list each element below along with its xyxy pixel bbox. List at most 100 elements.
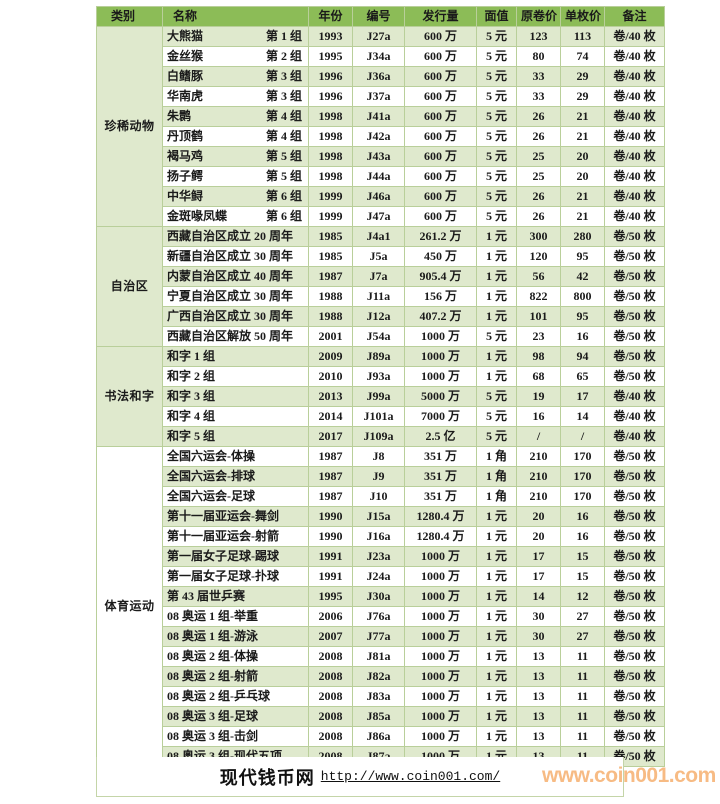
cell-face-value: 1 元 (476, 226, 517, 247)
cell-roll-price: 822 (516, 286, 561, 307)
cell-unit-price: 21 (560, 126, 605, 147)
cell-issue-count: 1000 万 (404, 586, 477, 607)
coin-name-label: 西藏自治区成立 20 周年 (167, 229, 294, 243)
cell-code: J24a (352, 566, 405, 587)
coin-name-label: 内蒙自治区成立 40 周年 (167, 269, 294, 283)
cell-name: 08 奥运 3 组-击剑 (162, 726, 309, 747)
coin-name-label: 第 43 届世乒赛 (167, 589, 246, 603)
cell-unit-price: 170 (560, 486, 605, 507)
cell-face-value: 1 元 (476, 666, 517, 687)
cell-year: 2008 (308, 666, 353, 687)
cell-name: 全国六运会-体操 (162, 446, 309, 467)
cell-code: J16a (352, 526, 405, 547)
cell-name: 全国六运会-排球 (162, 466, 309, 487)
cell-year: 1995 (308, 46, 353, 67)
cell-note: 卷/40 枚 (604, 46, 665, 67)
cell-issue-count: 1000 万 (404, 666, 477, 687)
coin-name-label: 第一届女子足球-踢球 (167, 549, 279, 563)
cell-issue-count: 351 万 (404, 446, 477, 467)
coin-name-label: 扬子鳄 (167, 169, 204, 183)
cell-code: J86a (352, 726, 405, 747)
coin-series-label: 第 3 组 (265, 89, 302, 103)
cell-code: J46a (352, 186, 405, 207)
cell-name: 金斑喙凤蝶 第 6 组 (162, 206, 309, 227)
coin-name-label: 西藏自治区解放 50 周年 (167, 329, 294, 343)
cell-code: J9 (352, 466, 405, 487)
cell-face-value: 1 元 (476, 346, 517, 367)
cell-year: 1987 (308, 266, 353, 287)
cell-code: J76a (352, 606, 405, 627)
cell-face-value: 1 元 (476, 506, 517, 527)
cell-code: J54a (352, 326, 405, 347)
coin-name-label: 08 奥运 2 组-射箭 (167, 669, 258, 683)
cell-note: 卷/50 枚 (604, 726, 665, 747)
coin-name-label: 08 奥运 3 组-足球 (167, 709, 258, 723)
cell-year: 2010 (308, 366, 353, 387)
column-header-name: 名称 (162, 6, 309, 27)
cell-roll-price: 16 (516, 406, 561, 427)
cell-roll-price: 210 (516, 486, 561, 507)
cell-year: 2008 (308, 686, 353, 707)
cell-unit-price: 170 (560, 466, 605, 487)
cell-unit-price: 14 (560, 406, 605, 427)
cell-note: 卷/40 枚 (604, 146, 665, 167)
cell-unit-price: 74 (560, 46, 605, 67)
cell-note: 卷/50 枚 (604, 486, 665, 507)
site-url-link[interactable]: http://www.coin001.com/ (320, 769, 501, 784)
cell-issue-count: 450 万 (404, 246, 477, 267)
cell-roll-price: 25 (516, 146, 561, 167)
cell-roll-price: 25 (516, 166, 561, 187)
cell-year: 1991 (308, 566, 353, 587)
cell-year: 2014 (308, 406, 353, 427)
cell-name: 金丝猴 第 2 组 (162, 46, 309, 67)
cell-year: 1996 (308, 86, 353, 107)
cell-roll-price: 13 (516, 706, 561, 727)
coin-series-label: 第 1 组 (265, 29, 302, 43)
cell-roll-price: 13 (516, 726, 561, 747)
cell-face-value: 1 元 (476, 526, 517, 547)
cell-year: 2008 (308, 706, 353, 727)
cell-issue-count: 407.2 万 (404, 306, 477, 327)
coin-series-label: 第 3 组 (265, 69, 302, 83)
cell-note: 卷/50 枚 (604, 246, 665, 267)
cell-name: 宁夏自治区成立 30 周年 (162, 286, 309, 307)
cell-unit-price: 27 (560, 626, 605, 647)
cell-unit-price: 16 (560, 526, 605, 547)
coin-name-label: 褐马鸡 (167, 149, 204, 163)
cell-unit-price: 11 (560, 686, 605, 707)
cell-roll-price: 56 (516, 266, 561, 287)
cell-roll-price: 210 (516, 466, 561, 487)
coin-name-label: 和字 4 组 (167, 409, 216, 423)
coin-series-label: 第 6 组 (265, 189, 302, 203)
coin-name-label: 第十一届亚运会-射箭 (167, 529, 279, 543)
cell-year: 1996 (308, 66, 353, 87)
coin-name-label: 08 奥运 1 组-游泳 (167, 629, 258, 643)
coin-name-label: 白鳍豚 (167, 69, 204, 83)
coin-name-label: 中华鲟 (167, 189, 204, 203)
cell-name: 08 奥运 3 组-足球 (162, 706, 309, 727)
cell-year: 2008 (308, 726, 353, 747)
cell-face-value: 1 角 (476, 466, 517, 487)
cell-face-value: 1 角 (476, 486, 517, 507)
column-header-year: 年份 (308, 6, 353, 27)
cell-unit-price: / (560, 426, 605, 447)
cell-face-value: 5 元 (476, 26, 517, 47)
cell-roll-price: 26 (516, 106, 561, 127)
cell-roll-price: 33 (516, 86, 561, 107)
cell-name: 广西自治区成立 30 周年 (162, 306, 309, 327)
cell-issue-count: 600 万 (404, 66, 477, 87)
coin-series-label: 第 5 组 (265, 169, 302, 183)
cell-year: 2013 (308, 386, 353, 407)
cell-roll-price: 101 (516, 306, 561, 327)
